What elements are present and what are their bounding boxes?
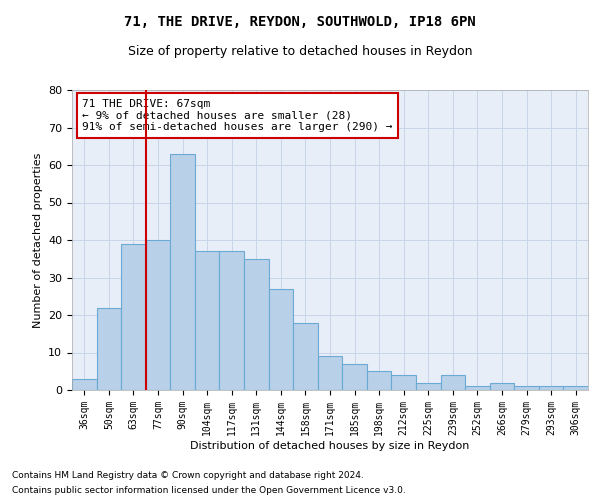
Bar bbox=[72, 379, 97, 390]
Text: 71, THE DRIVE, REYDON, SOUTHWOLD, IP18 6PN: 71, THE DRIVE, REYDON, SOUTHWOLD, IP18 6… bbox=[124, 15, 476, 29]
Text: Size of property relative to detached houses in Reydon: Size of property relative to detached ho… bbox=[128, 45, 472, 58]
Bar bbox=[170, 154, 195, 390]
Bar bbox=[465, 386, 490, 390]
X-axis label: Distribution of detached houses by size in Reydon: Distribution of detached houses by size … bbox=[190, 440, 470, 450]
Bar bbox=[342, 364, 367, 390]
Bar bbox=[490, 382, 514, 390]
Bar bbox=[440, 375, 465, 390]
Bar bbox=[269, 289, 293, 390]
Bar bbox=[391, 375, 416, 390]
Bar bbox=[318, 356, 342, 390]
Bar bbox=[97, 308, 121, 390]
Bar bbox=[244, 259, 269, 390]
Bar bbox=[293, 322, 318, 390]
Bar bbox=[367, 371, 391, 390]
Y-axis label: Number of detached properties: Number of detached properties bbox=[32, 152, 43, 328]
Bar bbox=[563, 386, 588, 390]
Bar bbox=[121, 244, 146, 390]
Text: 71 THE DRIVE: 67sqm
← 9% of detached houses are smaller (28)
91% of semi-detache: 71 THE DRIVE: 67sqm ← 9% of detached hou… bbox=[82, 99, 393, 132]
Text: Contains HM Land Registry data © Crown copyright and database right 2024.: Contains HM Land Registry data © Crown c… bbox=[12, 471, 364, 480]
Bar bbox=[514, 386, 539, 390]
Bar bbox=[539, 386, 563, 390]
Bar bbox=[220, 251, 244, 390]
Bar bbox=[146, 240, 170, 390]
Text: Contains public sector information licensed under the Open Government Licence v3: Contains public sector information licen… bbox=[12, 486, 406, 495]
Bar bbox=[195, 251, 220, 390]
Bar bbox=[416, 382, 440, 390]
